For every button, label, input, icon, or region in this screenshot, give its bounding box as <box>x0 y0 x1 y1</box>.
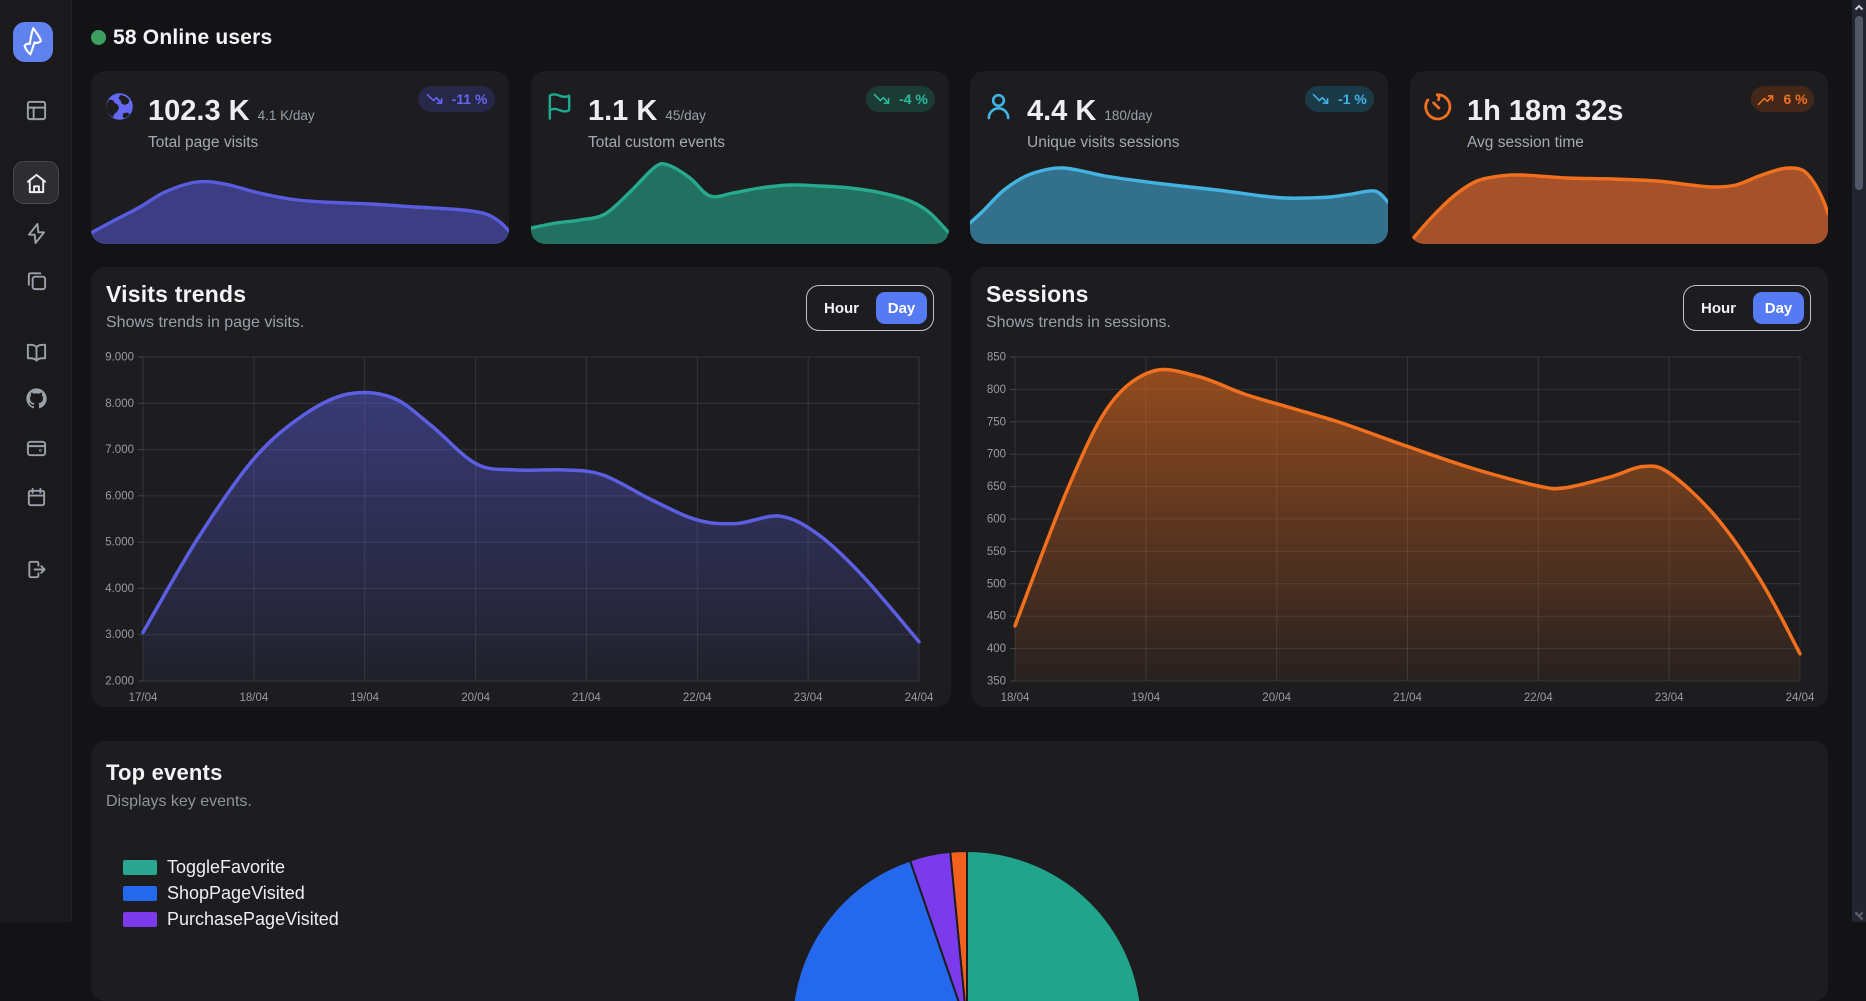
svg-text:18/04: 18/04 <box>1001 692 1030 704</box>
svg-text:22/04: 22/04 <box>1524 692 1553 704</box>
svg-text:22/04: 22/04 <box>683 692 712 704</box>
svg-text:750: 750 <box>987 416 1006 428</box>
svg-text:4.000: 4.000 <box>105 583 134 595</box>
svg-text:8.000: 8.000 <box>105 398 134 410</box>
svg-text:600: 600 <box>987 514 1006 526</box>
svg-text:2.000: 2.000 <box>105 676 134 688</box>
svg-text:20/04: 20/04 <box>461 692 490 704</box>
svg-text:23/04: 23/04 <box>794 692 823 704</box>
svg-text:20/04: 20/04 <box>1262 692 1291 704</box>
svg-text:24/04: 24/04 <box>1786 692 1815 704</box>
svg-text:23/04: 23/04 <box>1655 692 1684 704</box>
svg-text:700: 700 <box>987 449 1006 461</box>
svg-text:450: 450 <box>987 611 1006 623</box>
svg-text:850: 850 <box>987 352 1006 364</box>
svg-text:5.000: 5.000 <box>105 537 134 549</box>
svg-text:24/04: 24/04 <box>905 692 934 704</box>
svg-text:650: 650 <box>987 481 1006 493</box>
svg-text:19/04: 19/04 <box>350 692 379 704</box>
svg-text:7.000: 7.000 <box>105 444 134 456</box>
svg-text:18/04: 18/04 <box>240 692 269 704</box>
svg-text:17/04: 17/04 <box>129 692 158 704</box>
svg-text:21/04: 21/04 <box>1393 692 1422 704</box>
svg-text:500: 500 <box>987 578 1006 590</box>
svg-text:800: 800 <box>987 384 1006 396</box>
svg-text:21/04: 21/04 <box>572 692 601 704</box>
svg-text:3.000: 3.000 <box>105 629 134 641</box>
svg-text:350: 350 <box>987 676 1006 688</box>
svg-text:550: 550 <box>987 546 1006 558</box>
svg-text:19/04: 19/04 <box>1131 692 1160 704</box>
svg-text:6.000: 6.000 <box>105 490 134 502</box>
svg-text:400: 400 <box>987 643 1006 655</box>
svg-text:9.000: 9.000 <box>105 352 134 364</box>
